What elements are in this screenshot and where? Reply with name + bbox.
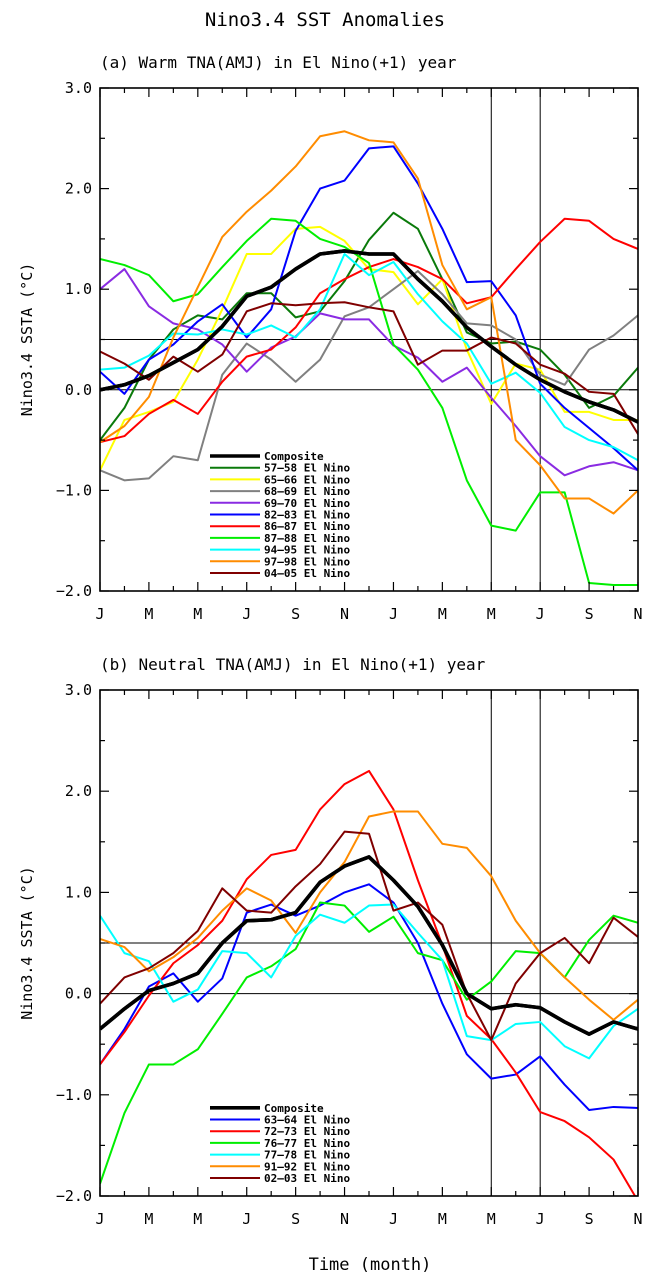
panel-b-xtick-label-8: M (487, 1210, 496, 1228)
panel-b-series-4 (100, 903, 638, 1060)
panel-b-legend-label-2: 72–73 El Nino (264, 1125, 350, 1138)
panel-a-composite-line (100, 249, 638, 424)
panel-b-legend-label-6: 02–03 El Nino (264, 1172, 350, 1185)
panel-a-xtick-label-6: J (389, 605, 398, 623)
panel-a-xtick-label-0: J (95, 605, 104, 623)
panel-a-xtick-label-5: N (340, 605, 349, 623)
panel-b-xtick-label-10: S (585, 1210, 594, 1228)
panel-a-legend-label-8: 94–95 El Nino (264, 544, 350, 557)
panel-b-ytick-label-1: 2.0 (65, 782, 92, 800)
panel-a-ytick-label-2: 1.0 (65, 280, 92, 298)
panel-a-legend-label-10: 04–05 El Nino (264, 567, 350, 580)
panel-b-ytick-label-5: −2.0 (56, 1187, 92, 1205)
panel-a-xtick-label-1: M (144, 605, 153, 623)
panel-b-xtick-label-11: N (633, 1210, 642, 1228)
panel-a-series-9 (100, 130, 638, 515)
panel-b-title: (b) Neutral TNA(AMJ) in El Nino(+1) year (100, 655, 486, 674)
panel-a-xtick-label-11: N (633, 605, 642, 623)
panel-a-xtick-label-8: M (487, 605, 496, 623)
panel-b-xtick-label-5: N (340, 1210, 349, 1228)
panel-a-xtick-label-2: M (193, 605, 202, 623)
panel-b-legend-label-3: 76–77 El Nino (264, 1137, 350, 1150)
panel-a-series-10 (100, 301, 638, 436)
panel-b-xtick-label-9: J (536, 1210, 545, 1228)
panel-b-y-axis-label: Nino3.4 SSTA (°C) (18, 866, 36, 1020)
panel-a-ytick-label-4: −1.0 (56, 481, 92, 499)
panel-a-xtick-label-9: J (536, 605, 545, 623)
panel-b-legend-label-5: 91–92 El Nino (264, 1160, 350, 1173)
panel-a-legend-label-3: 68–69 El Nino (264, 485, 350, 498)
x-axis-label: Time (month) (309, 1255, 432, 1275)
panel-a-series-5 (100, 145, 638, 472)
panel-b-series-2 (100, 769, 637, 1196)
panel-a-legend-label-7: 87–88 El Nino (264, 532, 350, 545)
panel-a-title: (a) Warm TNA(AMJ) in El Nino(+1) year (100, 53, 457, 72)
panel-b-legend-label-4: 77–78 El Nino (264, 1149, 350, 1162)
panel-a-xtick-label-4: S (291, 605, 300, 623)
panel-b-ytick-label-4: −1.0 (56, 1086, 92, 1104)
panel-a-series-2 (100, 225, 638, 471)
panel-b-xtick-label-0: J (95, 1210, 104, 1228)
panel-a-series-7 (100, 217, 638, 586)
panel-a-legend-label-2: 65–66 El Nino (264, 473, 350, 486)
panel-b-legend-label-0: Composite (264, 1102, 324, 1115)
panel-b-series-6 (100, 830, 638, 1042)
panel-b-xtick-label-3: J (242, 1210, 251, 1228)
panel-b-xtick-label-4: S (291, 1210, 300, 1228)
panel-b-xtick-label-6: J (389, 1210, 398, 1228)
panel-b-series-1 (100, 883, 638, 1111)
panel-b-chart: (b) Neutral TNA(AMJ) in El Nino(+1) year… (18, 655, 643, 1228)
panel-a-legend-label-9: 97–98 El Nino (264, 555, 350, 568)
panel-b-xtick-label-7: M (438, 1210, 447, 1228)
panel-a-xtick-label-3: J (242, 605, 251, 623)
panel-b-composite-line (100, 855, 638, 1036)
panel-a-ytick-label-5: −2.0 (56, 582, 92, 600)
panel-b-series-3 (100, 901, 638, 1185)
panel-b-legend-label-1: 63–64 El Nino (264, 1114, 350, 1127)
panel-b-xtick-label-1: M (144, 1210, 153, 1228)
panel-a-ytick-label-0: 3.0 (65, 79, 92, 97)
panel-a-legend-label-0: Composite (264, 450, 324, 463)
panel-b-ytick-label-2: 1.0 (65, 883, 92, 901)
panel-b-series-5 (100, 810, 638, 1021)
panel-a-legend-label-1: 57–58 El Nino (264, 462, 350, 475)
panel-a-xtick-label-10: S (585, 605, 594, 623)
panel-a-ytick-label-1: 2.0 (65, 180, 92, 198)
panel-a-series-8 (100, 252, 638, 462)
panel-b-ytick-label-3: 0.0 (65, 985, 92, 1003)
panel-a-y-axis-label: Nino3.4 SSTA (°C) (18, 263, 36, 417)
panel-b-ytick-label-0: 3.0 (65, 681, 92, 699)
panel-a-series-3 (100, 270, 638, 482)
panel-a-legend-label-4: 69–70 El Nino (264, 497, 350, 510)
figure-title: Nino3.4 SST Anomalies (205, 9, 445, 31)
panel-a-legend-label-5: 82–83 El Nino (264, 509, 350, 522)
panel-a-legend-label-6: 86–87 El Nino (264, 520, 350, 533)
panel-a-xtick-label-7: M (438, 605, 447, 623)
panel-a-series-6 (100, 217, 638, 444)
panel-a-series-4 (100, 268, 638, 477)
panel-a-ytick-label-3: 0.0 (65, 381, 92, 399)
panel-b-xtick-label-2: M (193, 1210, 202, 1228)
panel-a-chart: (a) Warm TNA(AMJ) in El Nino(+1) year Nin… (18, 53, 643, 623)
